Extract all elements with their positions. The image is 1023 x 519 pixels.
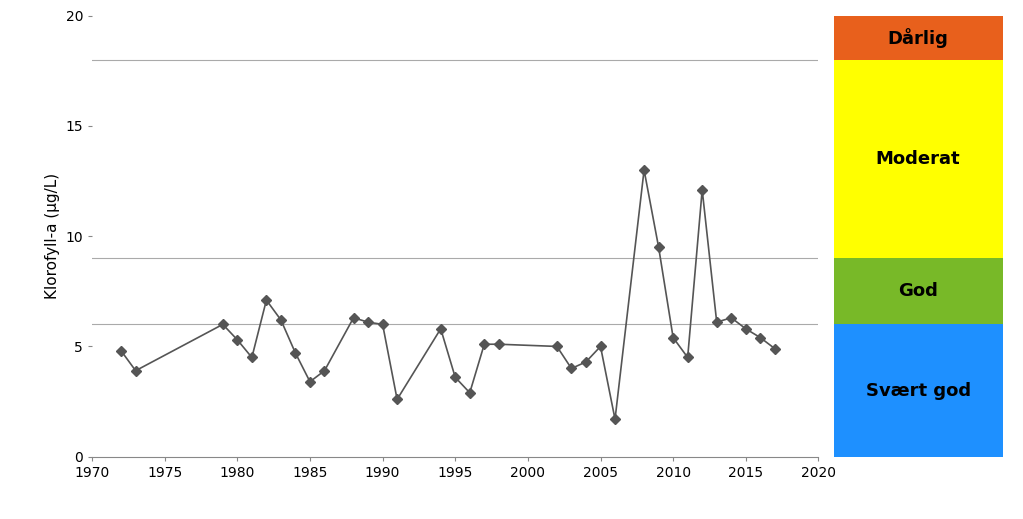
Bar bbox=[834, 60, 1003, 258]
Bar bbox=[834, 16, 1003, 60]
Text: Dårlig: Dårlig bbox=[888, 28, 948, 48]
Bar bbox=[834, 258, 1003, 324]
Text: God: God bbox=[898, 282, 938, 301]
Bar bbox=[834, 324, 1003, 457]
Text: Moderat: Moderat bbox=[876, 150, 961, 168]
Y-axis label: Klorofyll-a (μg/L): Klorofyll-a (μg/L) bbox=[45, 173, 60, 299]
Text: Svært god: Svært god bbox=[865, 381, 971, 400]
